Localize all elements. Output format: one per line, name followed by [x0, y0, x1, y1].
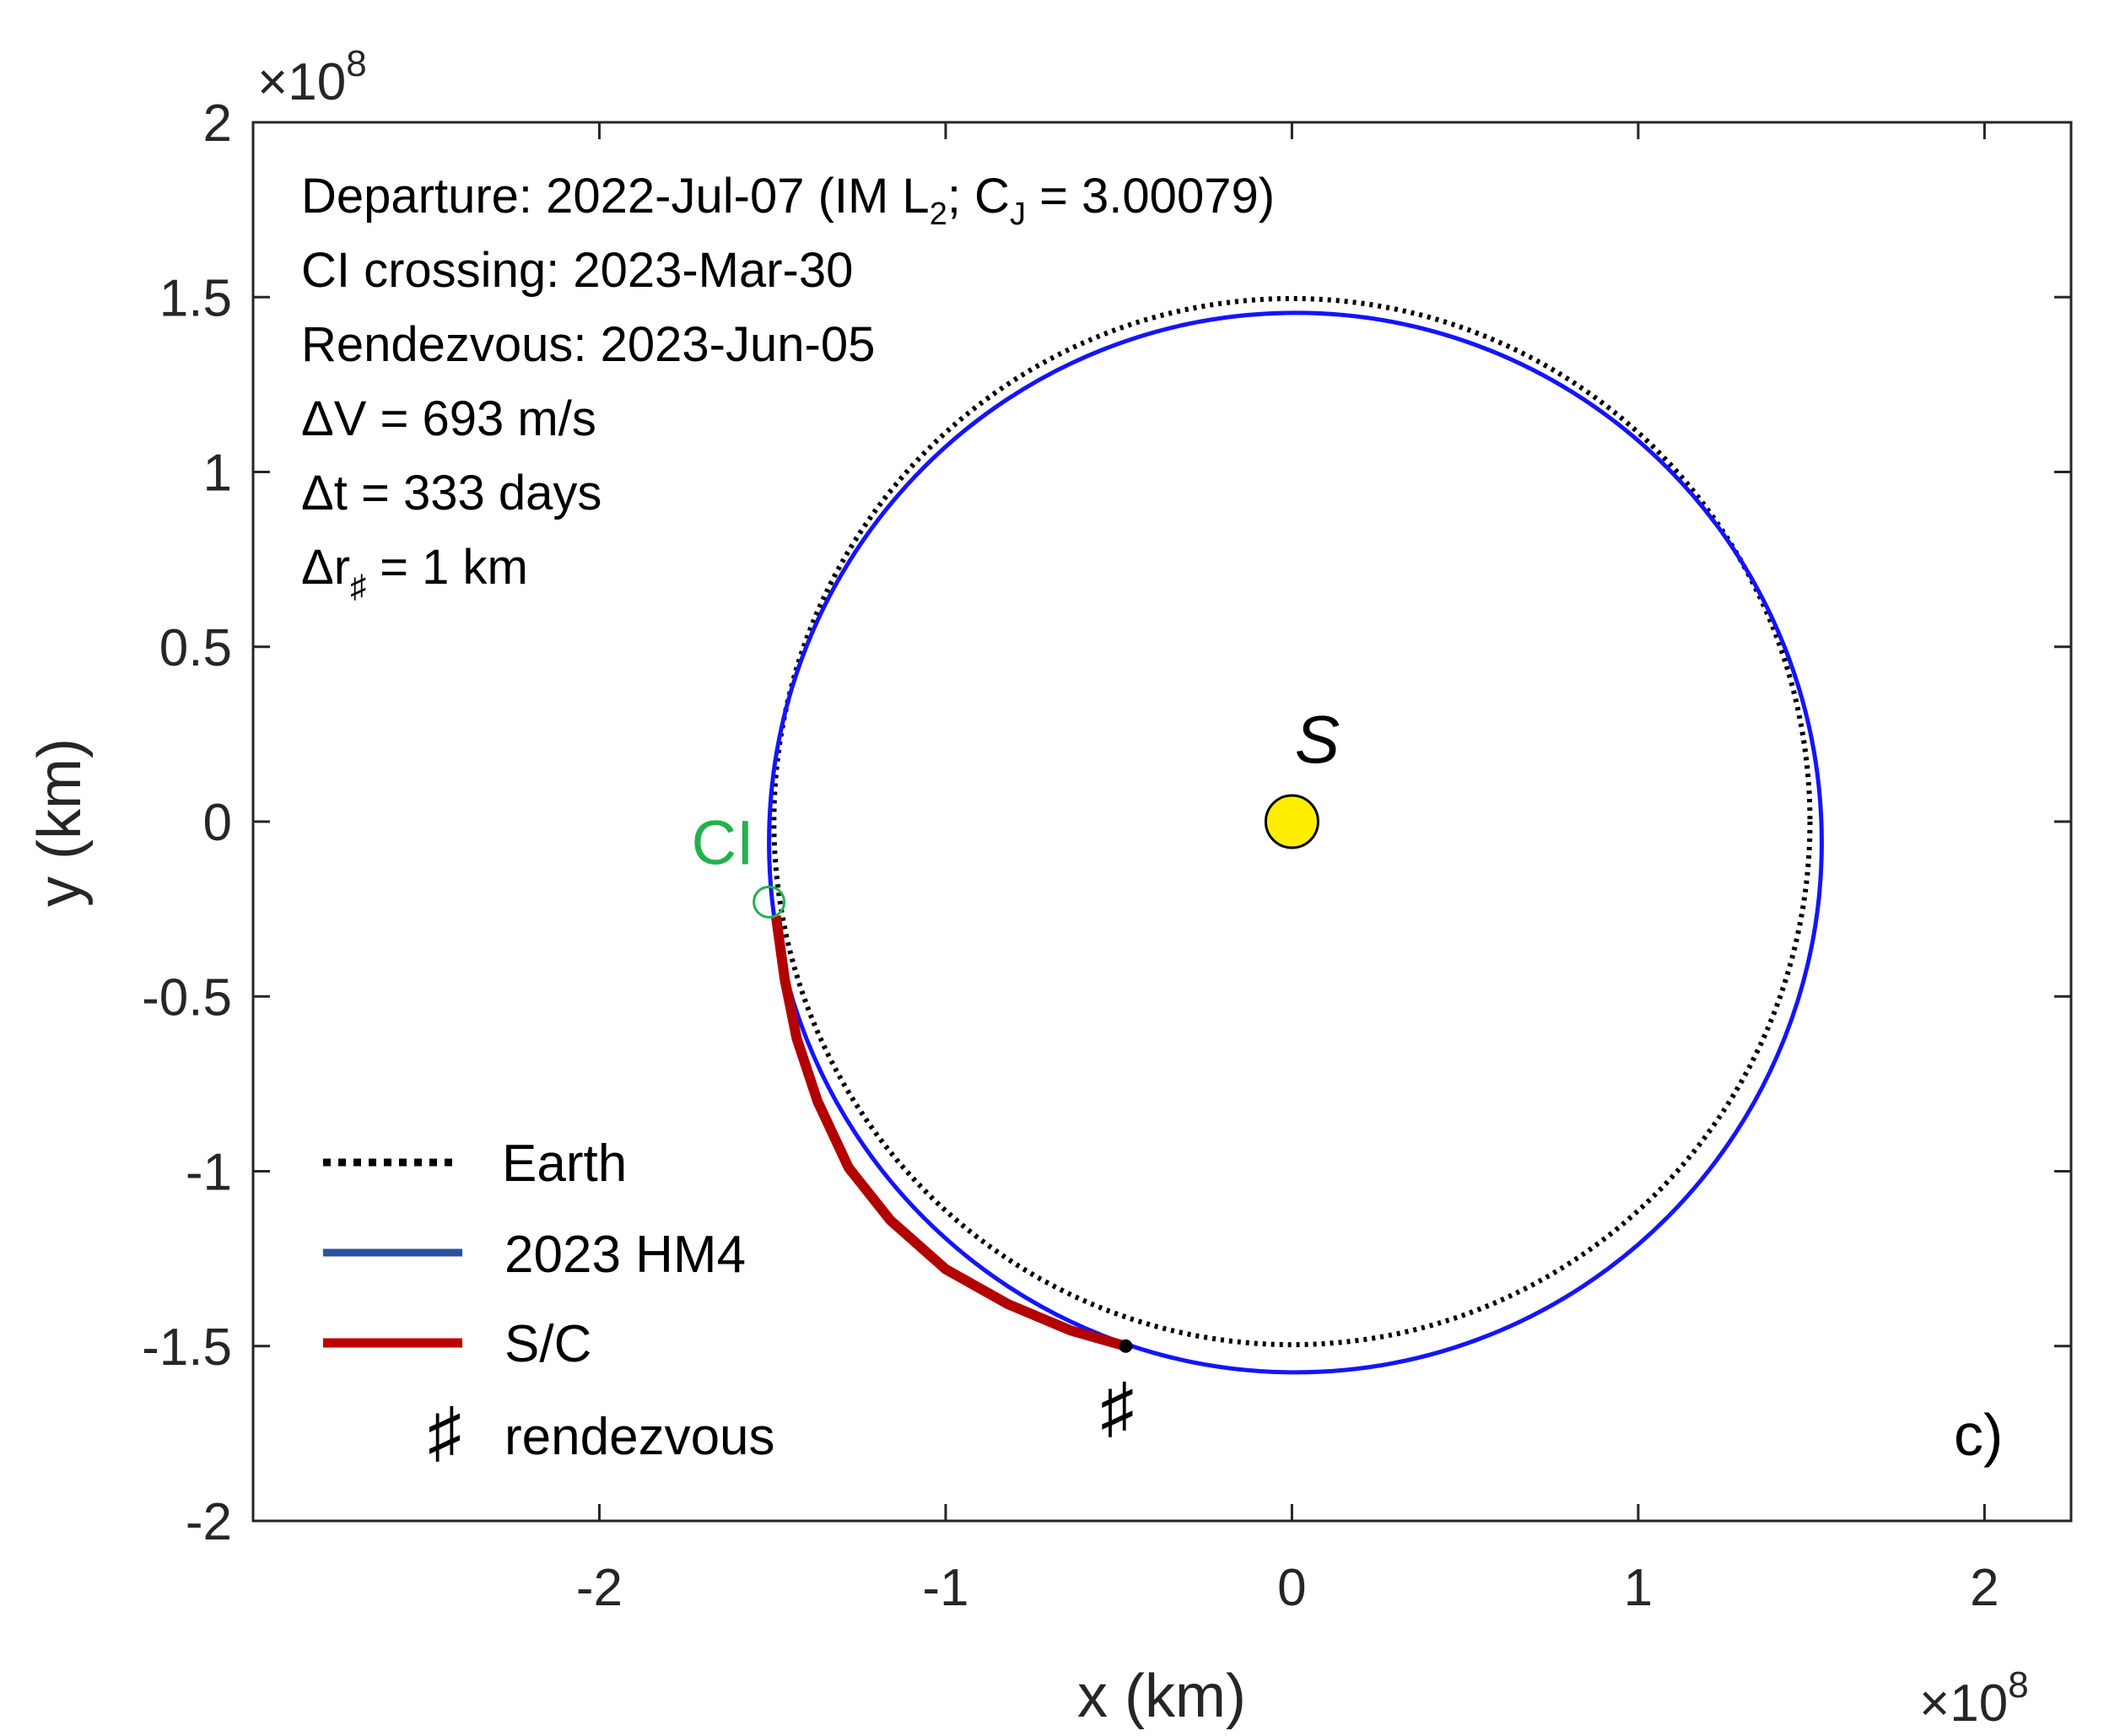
rendezvous-symbol: ♯: [1100, 1370, 1134, 1445]
x-exponent-label: ×108: [1919, 1664, 2029, 1732]
legend: Earth 2023 HM4 S/C ♯ rendezvous: [323, 1135, 775, 1469]
x-tick-label: 2: [1970, 1559, 1999, 1617]
legend-label-earth: Earth: [502, 1135, 627, 1193]
y-tick-label: 0: [203, 794, 232, 852]
y-tick-label: -1.5: [142, 1318, 232, 1377]
ci-marker: [753, 885, 786, 919]
y-tick-label: -0.5: [142, 968, 232, 1027]
x-tick-label: -1: [922, 1559, 968, 1617]
x-tick-label: 1: [1624, 1559, 1653, 1617]
annot-delta-v: ΔV = 693 m/s: [301, 391, 596, 446]
y-ticks: -2 -1.5 -1 -0.5 0 0.5 1 1.5 2: [142, 94, 2071, 1551]
panel-label: c): [1954, 1402, 2003, 1468]
x-ticks: -2 -1 0 1 2: [576, 122, 1999, 1617]
y-tick-label: 1: [203, 445, 232, 503]
y-tick-label: 0.5: [159, 619, 232, 677]
orbits-layer: S CI ♯: [692, 295, 1824, 1445]
annot-ci-crossing: CI crossing: 2023-Mar-30: [301, 243, 853, 298]
earth-orbit: [771, 295, 1813, 1348]
legend-rendezvous-symbol: ♯: [428, 1394, 461, 1469]
legend-label-hm4: 2023 HM4: [504, 1226, 746, 1284]
y-exponent-power: 8: [346, 43, 366, 84]
annot-rendezvous: Rendezvous: 2023-Jun-05: [301, 317, 875, 372]
sun-marker: [1264, 794, 1319, 849]
annot-departure: Departure: 2022-Jul-07 (IM L2; CJ = 3.00…: [301, 169, 1275, 232]
y-tick-label: -1: [186, 1144, 232, 1202]
y-tick-label: 1.5: [159, 269, 232, 327]
legend-label-sc: S/C: [504, 1315, 591, 1373]
x-tick-label: 0: [1277, 1559, 1306, 1617]
x-exponent-power: 8: [2008, 1664, 2028, 1706]
annotation-block: Departure: 2022-Jul-07 (IM L2; CJ = 3.00…: [301, 169, 1275, 605]
x-tick-label: -2: [576, 1559, 623, 1617]
rendezvous-dot: [1119, 1339, 1133, 1353]
ci-label: CI: [692, 807, 754, 877]
sun-label: S: [1295, 702, 1340, 777]
legend-label-rendezvous: rendezvous: [504, 1408, 775, 1466]
y-exponent-label: ×108: [257, 43, 367, 111]
y-tick-label: -2: [186, 1493, 232, 1551]
y-tick-label: 2: [203, 94, 232, 153]
x-axis-label: x (km): [1077, 1663, 1246, 1730]
annot-delta-t: Δt = 333 days: [301, 466, 601, 520]
sc-trajectory: [770, 915, 1128, 1351]
hm4-orbit: [767, 310, 1824, 1375]
y-axis-label: y (km): [26, 738, 94, 907]
annot-delta-r: Δr♯ = 1 km: [301, 540, 528, 605]
axes-box: [251, 121, 2073, 1523]
